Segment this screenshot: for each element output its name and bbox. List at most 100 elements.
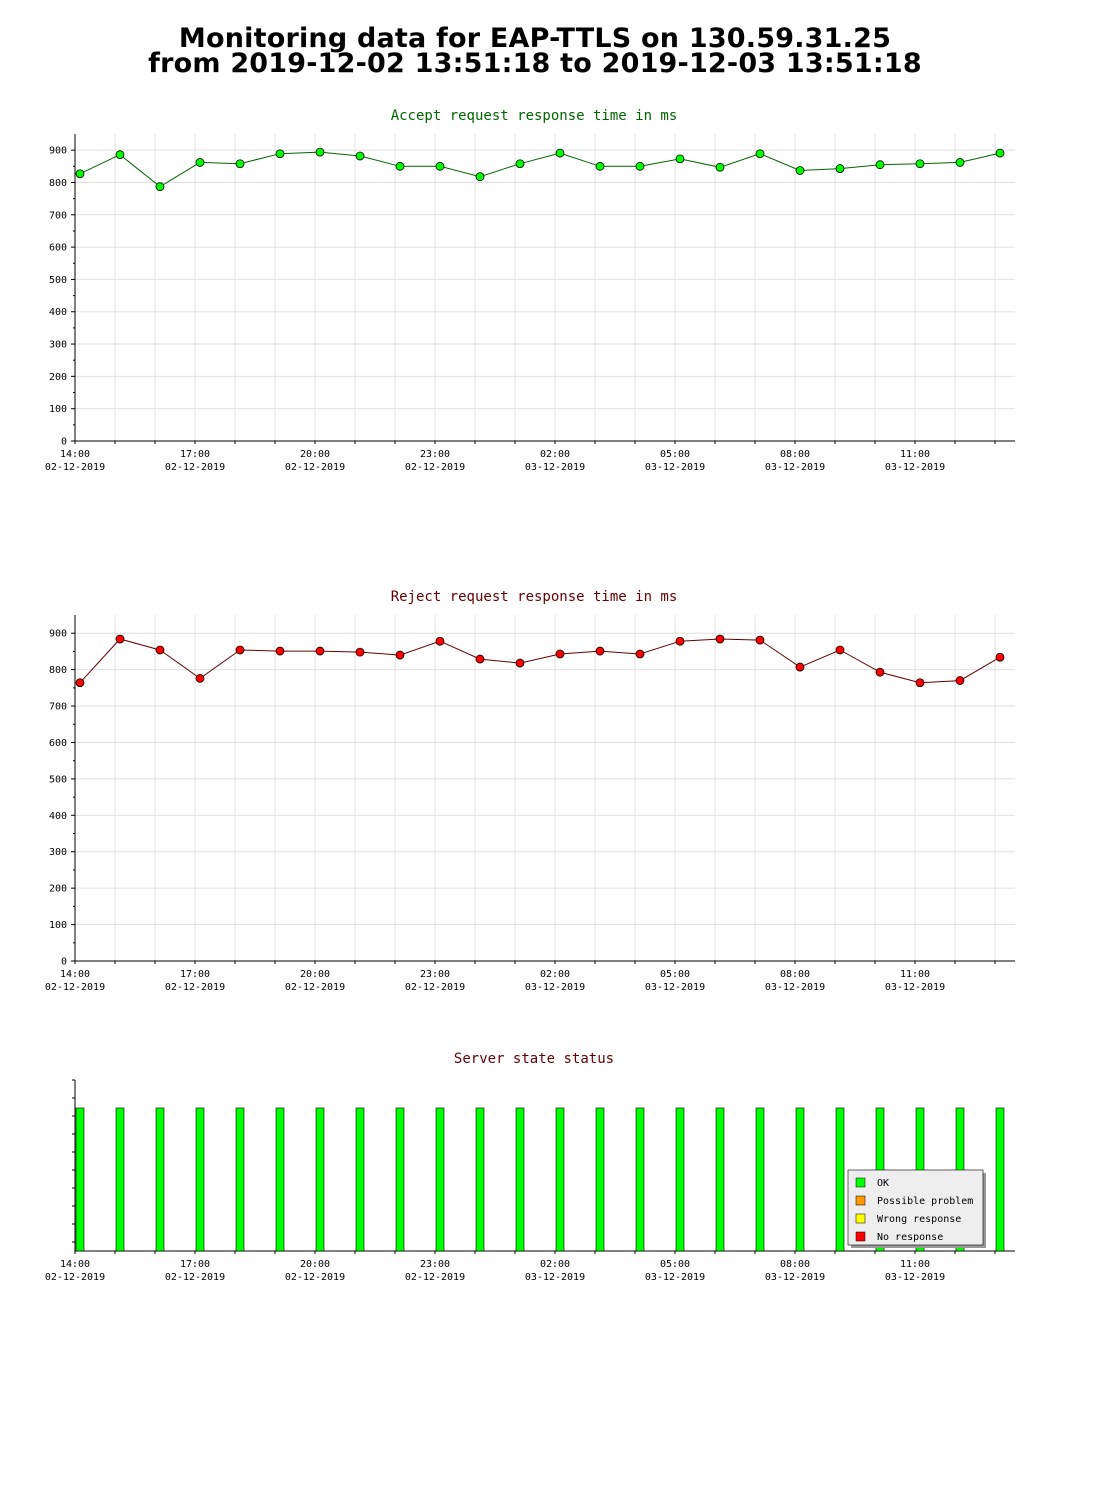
x-tick-time: 05:00 [660, 449, 690, 460]
y-tick-label: 800 [49, 665, 67, 676]
y-tick-label: 700 [49, 702, 67, 713]
x-tick-time: 14:00 [60, 1259, 90, 1270]
data-point [395, 650, 405, 660]
chart-title: Server state status [454, 1051, 614, 1067]
data-point [755, 149, 765, 159]
page-title-line2: from 2019-12-02 13:51:18 to 2019-12-03 1… [148, 48, 922, 79]
x-tick-time: 14:00 [60, 969, 90, 980]
accept-response-chart: Accept request response time in ms 0 100 20… [45, 108, 1015, 473]
x-tick-time: 20:00 [300, 1259, 330, 1270]
legend-label: Possible problem [877, 1196, 973, 1207]
y-tick-label: 500 [49, 774, 67, 785]
status-bar [795, 1107, 805, 1252]
data-point [435, 161, 445, 171]
data-point [715, 162, 725, 172]
data-point [835, 645, 845, 655]
data-point [875, 667, 885, 677]
x-tick-time: 17:00 [180, 969, 210, 980]
data-point [235, 645, 245, 655]
data-point [675, 154, 685, 164]
x-tick-time: 08:00 [780, 1259, 810, 1270]
y-tick-label: 200 [49, 884, 67, 895]
x-tick-date: 02-12-2019 [405, 982, 465, 993]
x-tick-date: 02-12-2019 [285, 462, 345, 473]
x-tick-time: 23:00 [420, 969, 450, 980]
legend-label: Wrong response [877, 1214, 961, 1225]
data-point [115, 150, 125, 160]
y-tick-label: 400 [49, 811, 67, 822]
status-bar [515, 1107, 525, 1252]
data-point [635, 161, 645, 171]
data-point [875, 160, 885, 170]
legend-label: No response [877, 1232, 943, 1243]
legend-swatch [855, 1231, 866, 1242]
status-bar [355, 1107, 365, 1252]
status-bar [995, 1107, 1005, 1252]
status-bar [235, 1107, 245, 1252]
y-tick-label: 200 [49, 372, 67, 383]
status-bar [595, 1107, 605, 1252]
data-point [955, 676, 965, 685]
data-point [395, 161, 405, 171]
status-bar [475, 1107, 485, 1252]
x-tick-date: 03-12-2019 [525, 1272, 585, 1283]
data-point [595, 646, 605, 656]
chart-title: Accept request response time in ms [391, 108, 678, 124]
y-tick-label: 900 [49, 146, 67, 157]
x-tick-date: 02-12-2019 [285, 982, 345, 993]
status-bar [315, 1107, 325, 1252]
x-tick-time: 05:00 [660, 1259, 690, 1270]
data-point [955, 158, 965, 167]
x-tick-time: 08:00 [780, 449, 810, 460]
y-tick-label: 300 [49, 847, 67, 858]
status-bar [115, 1107, 125, 1252]
x-tick-time: 02:00 [540, 969, 570, 980]
x-tick-date: 02-12-2019 [165, 462, 225, 473]
x-tick-time: 02:00 [540, 1259, 570, 1270]
x-tick-time: 11:00 [900, 969, 930, 980]
data-point [475, 654, 485, 664]
x-tick-date: 03-12-2019 [645, 982, 705, 993]
y-tick-label: 600 [49, 243, 67, 254]
status-bar [555, 1107, 565, 1252]
reject-response-chart: Reject request response time in ms 0 100 20… [45, 589, 1015, 993]
x-tick-date: 03-12-2019 [885, 462, 945, 473]
data-point [155, 182, 165, 192]
y-tick-label: 100 [49, 404, 67, 415]
legend-label: OK [877, 1178, 889, 1189]
data-point [75, 678, 85, 688]
x-tick-date: 03-12-2019 [645, 1272, 705, 1283]
legend-swatch [855, 1213, 866, 1224]
server-state-chart: Server state status 14:00 02-12-2019 17:00 0… [45, 1051, 1015, 1283]
x-tick-time: 17:00 [180, 449, 210, 460]
x-tick-date: 02-12-2019 [165, 982, 225, 993]
y-tick-label: 300 [49, 340, 67, 351]
data-point [915, 159, 925, 169]
series-line [79, 151, 1001, 188]
data-point [595, 161, 605, 171]
x-tick-date: 02-12-2019 [285, 1272, 345, 1283]
data-point [315, 646, 325, 656]
data-point [675, 636, 685, 646]
x-tick-date: 03-12-2019 [765, 1272, 825, 1283]
x-tick-date: 03-12-2019 [885, 982, 945, 993]
data-point [715, 634, 725, 644]
x-tick-time: 08:00 [780, 969, 810, 980]
status-bar [275, 1107, 285, 1252]
y-tick-label: 600 [49, 738, 67, 749]
chart-title: Reject request response time in ms [391, 589, 678, 605]
status-bar [195, 1107, 205, 1252]
y-tick-label: 800 [49, 178, 67, 189]
x-tick-time: 11:00 [900, 449, 930, 460]
data-point [555, 148, 565, 158]
data-point [795, 662, 805, 672]
legend-swatch [855, 1177, 866, 1188]
x-tick-date: 03-12-2019 [525, 462, 585, 473]
x-tick-date: 02-12-2019 [405, 462, 465, 473]
page-title-line1: Monitoring data for EAP-TTLS on 130.59.3… [178, 23, 892, 54]
status-bar [155, 1107, 165, 1252]
x-tick-date: 03-12-2019 [885, 1272, 945, 1283]
x-tick-time: 17:00 [180, 1259, 210, 1270]
x-tick-date: 03-12-2019 [765, 462, 825, 473]
data-point [155, 645, 165, 655]
